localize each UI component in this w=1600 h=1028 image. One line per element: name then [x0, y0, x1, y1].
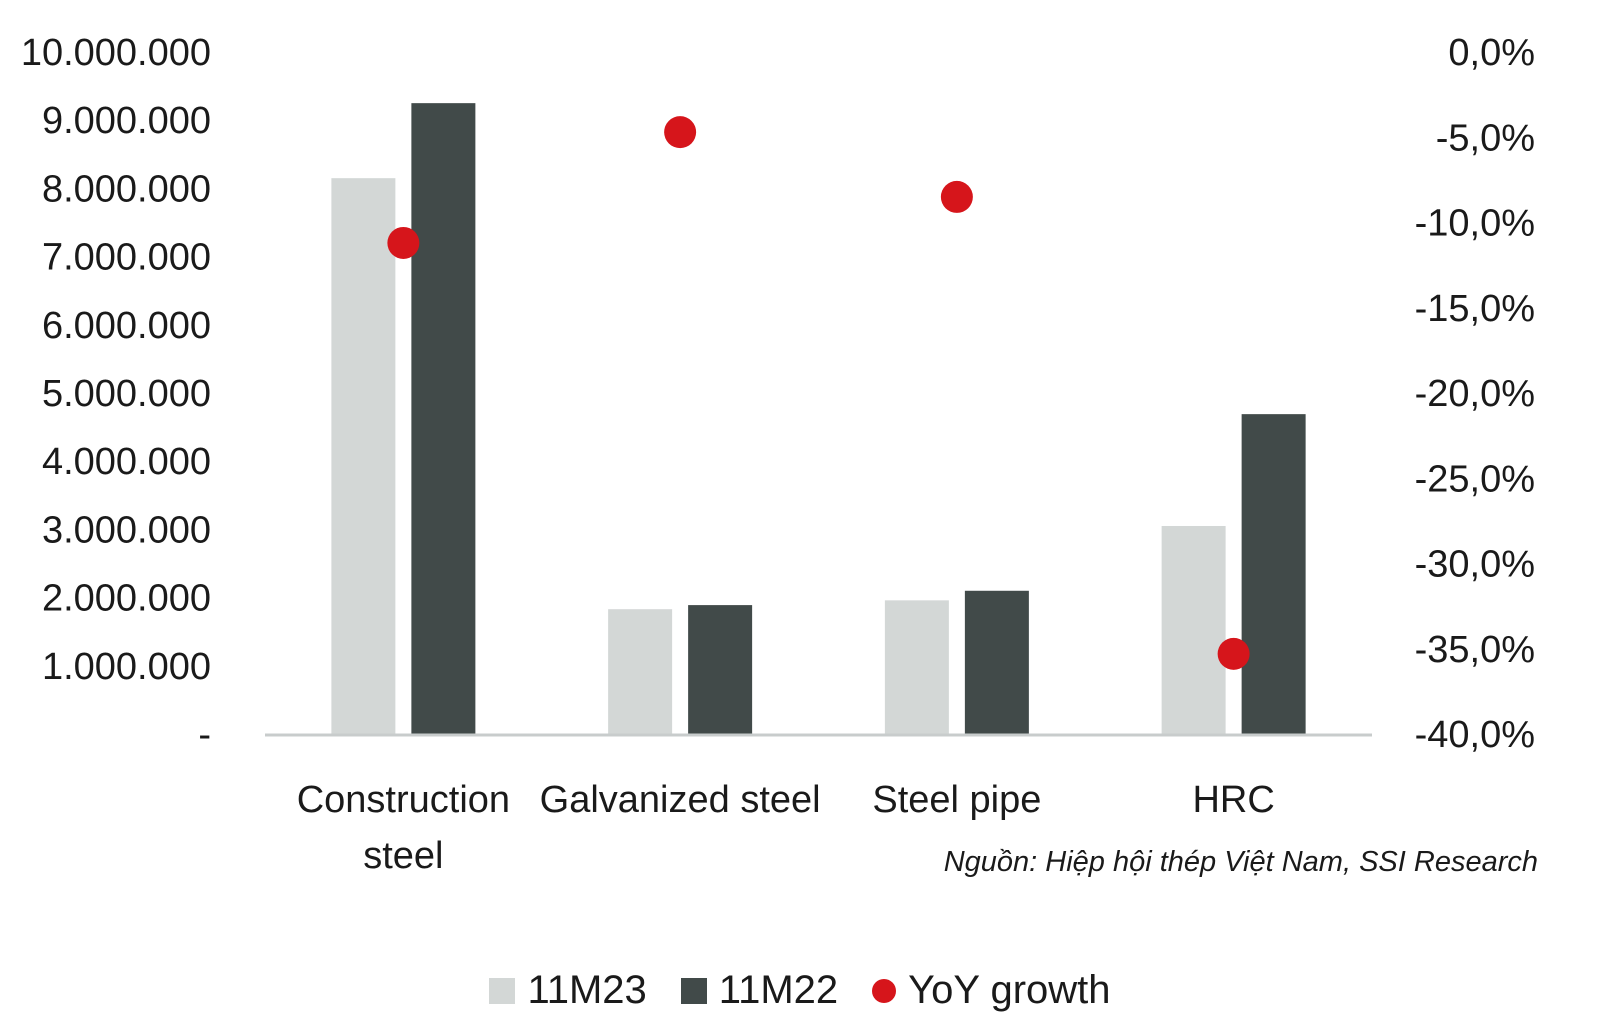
left-axis-ticks: - 1.000.000 2.000.000 3.000.000 4.000.000 5.0… — [21, 32, 211, 756]
left-tick-label: 7.000.000 — [42, 237, 211, 279]
left-tick-label: 5.000.000 — [42, 373, 211, 415]
left-tick-label: 6.000.000 — [42, 305, 211, 347]
bar-11m22 — [411, 103, 476, 734]
chart-legend: 11M23 11M22 YoY growth — [0, 968, 1600, 1013]
legend-label-11m23: 11M23 — [527, 968, 647, 1012]
bar-11m23 — [1161, 525, 1226, 734]
right-tick-label: -5,0% — [1436, 117, 1535, 159]
left-tick-label: 10.000.000 — [21, 32, 211, 74]
yoy-growth-marks — [387, 116, 1250, 670]
bar-11m23 — [608, 609, 673, 734]
legend-swatch-yoy-growth — [872, 978, 897, 1003]
category-label-line: Galvanized steel — [540, 779, 821, 821]
dot-yoy-growth — [664, 116, 697, 149]
left-tick-label: 4.000.000 — [42, 441, 211, 483]
category-label: Galvanized steel — [540, 779, 821, 821]
right-tick-label: -30,0% — [1415, 544, 1535, 586]
legend-swatch-11m23 — [489, 977, 516, 1004]
dot-yoy-growth — [387, 226, 420, 259]
legend-item-yoy-growth: YoY growth — [872, 968, 1111, 1013]
bar-11m22 — [688, 605, 753, 734]
category-label: Steel pipe — [872, 779, 1041, 821]
dot-yoy-growth — [1217, 637, 1250, 670]
bar-11m22 — [964, 590, 1029, 734]
bar-11m22 — [1241, 414, 1306, 734]
right-tick-label: -40,0% — [1415, 714, 1535, 756]
right-tick-label: -10,0% — [1415, 203, 1535, 245]
right-tick-label: -35,0% — [1415, 629, 1535, 671]
left-tick-label: 3.000.000 — [42, 509, 211, 551]
category-label-line: HRC — [1192, 779, 1274, 821]
category-label: Construction steel — [297, 779, 510, 877]
bar-11m23 — [331, 178, 396, 735]
legend-item-11m22: 11M22 — [680, 968, 839, 1013]
right-tick-label: -15,0% — [1415, 288, 1535, 330]
legend-label-yoy-growth: YoY growth — [908, 968, 1111, 1012]
category-label-line: steel — [363, 835, 443, 877]
left-tick-label: 1.000.000 — [42, 646, 211, 688]
right-axis-ticks: -40,0% -35,0% -30,0% -25,0% -20,0% -15,0% -10,… — [1415, 32, 1535, 756]
right-tick-label: 0,0% — [1448, 32, 1535, 74]
category-label: HRC — [1192, 779, 1274, 821]
bar-marks — [331, 103, 1306, 735]
left-tick-label: - — [198, 714, 211, 756]
legend-swatch-11m22 — [680, 977, 707, 1004]
category-label-line: Construction — [297, 779, 510, 821]
category-label-line: Steel pipe — [872, 779, 1041, 821]
legend-item-11m23: 11M23 — [489, 968, 647, 1013]
left-tick-label: 2.000.000 — [42, 578, 211, 620]
legend-label-11m22: 11M22 — [718, 968, 839, 1012]
right-tick-label: -25,0% — [1415, 458, 1535, 500]
bar-11m23 — [884, 600, 949, 734]
dot-yoy-growth — [940, 180, 973, 213]
source-note: Nguồn: Hiệp hội thép Việt Nam, SSI Resea… — [943, 846, 1538, 878]
left-tick-label: 9.000.000 — [42, 100, 211, 142]
right-tick-label: -20,0% — [1415, 373, 1535, 415]
left-tick-label: 8.000.000 — [42, 168, 211, 210]
category-labels: Construction steel Galvanized steel Steel p… — [297, 779, 1275, 877]
